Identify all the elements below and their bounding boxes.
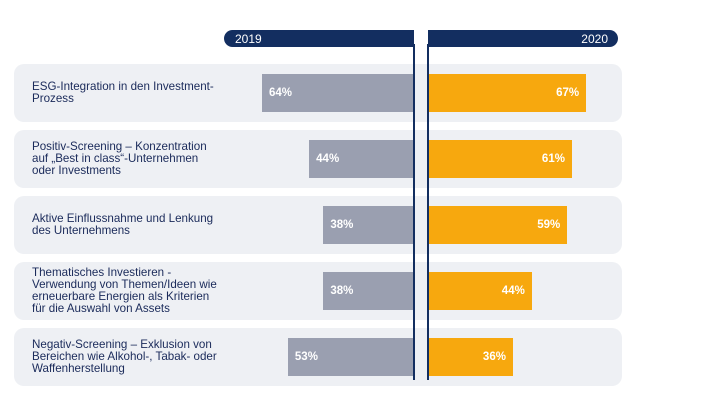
legend-2019: 2019 (224, 30, 414, 47)
divider-2020 (427, 44, 429, 380)
bar-2020: 61% (428, 140, 572, 178)
bar-2020: 44% (428, 272, 532, 310)
bar-2019: 44% (309, 140, 413, 178)
bar-2019: 64% (261, 74, 413, 112)
category-label: Positiv-Screening – Konzentration auf „B… (32, 140, 207, 177)
legend-2020: 2020 (428, 30, 618, 47)
bar-2020: 59% (428, 206, 568, 244)
bar-2020: 36% (428, 338, 513, 376)
category-label: Negativ-Screening – Exklusion von Bereic… (32, 338, 217, 375)
bar-2020: 67% (428, 74, 587, 112)
category-label: Thematisches Investieren - Verwendung vo… (32, 266, 217, 315)
bar-2019: 53% (287, 338, 413, 376)
divider-2019 (413, 44, 415, 380)
category-label: ESG-Integration in den Investment- Proze… (32, 80, 214, 105)
category-label: Aktive Einflussnahme und Lenkung des Unt… (32, 212, 214, 237)
bar-2019: 38% (323, 206, 413, 244)
bar-2019: 38% (323, 272, 413, 310)
